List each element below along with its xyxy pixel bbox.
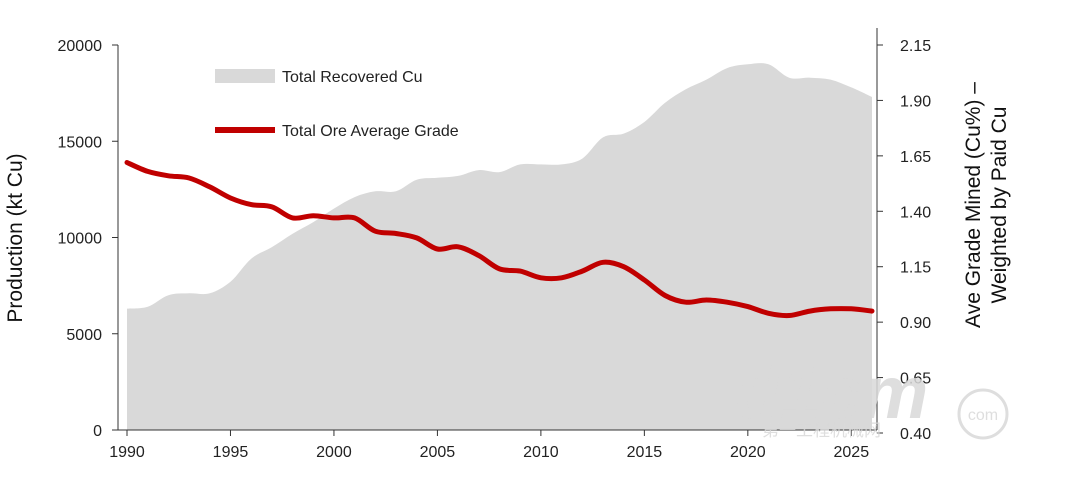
x-tick-label: 2005 [420,444,456,461]
legend-label-area: Total Recovered Cu [282,69,423,86]
right-y-tick-label: 1.65 [900,149,931,166]
watermark-logo: d1cm com 第一工程机械网 [735,351,1009,440]
x-tick-label: 2015 [627,444,663,461]
left-axis-title: Production (kt Cu) [4,153,27,322]
total-ore-average-grade-line [124,160,875,319]
right-y-tick-label: 1.15 [900,260,931,277]
left-y-tick-label: 5000 [66,327,102,344]
x-tick-label: 2000 [316,444,352,461]
x-tick-label: 1995 [213,444,249,461]
right-y-ticks: 0.40 0.65 0.90 1.15 1.40 1.65 1.90 2.15 [877,38,931,443]
x-tick-label: 1990 [109,444,145,461]
x-ticks: 1990 1995 2000 2005 2010 2015 2020 2025 [109,430,869,461]
watermark-cn-text: 第一工程机械网 [762,421,881,440]
legend-swatch-area [215,69,275,83]
left-y-tick-label: 10000 [58,231,103,248]
watermark-com-circle [957,388,1009,440]
right-y-tick-label: 0.65 [900,371,931,388]
x-tick-label: 2010 [523,444,559,461]
right-y-tick-label: 0.40 [900,426,931,443]
right-axis-title-line2: Weighted by Paid Cu [988,107,1011,304]
x-tick-label: 2025 [834,444,870,461]
right-y-tick-label: 2.15 [900,38,931,55]
x-tick-label: 2020 [730,444,766,461]
total-recovered-cu-area [127,63,872,430]
left-y-tick-label: 15000 [58,134,103,151]
legend-label-line: Total Ore Average Grade [282,123,459,140]
left-y-tick-label: 20000 [58,38,103,55]
right-y-tick-label: 0.90 [900,315,931,332]
right-axis-title-line1: Ave Grade Mined (Cu%) – [962,82,985,328]
watermark-com-text: com [968,407,998,424]
right-y-tick-label: 1.90 [900,93,931,110]
left-y-tick-label: 0 [93,423,102,440]
right-y-tick-label: 1.40 [900,204,931,221]
left-y-ticks: 0 5000 10000 15000 20000 [58,38,118,440]
watermark-d1cm-text: d1cm [735,351,928,434]
legend: Total Recovered Cu Total Ore Average Gra… [215,69,459,140]
